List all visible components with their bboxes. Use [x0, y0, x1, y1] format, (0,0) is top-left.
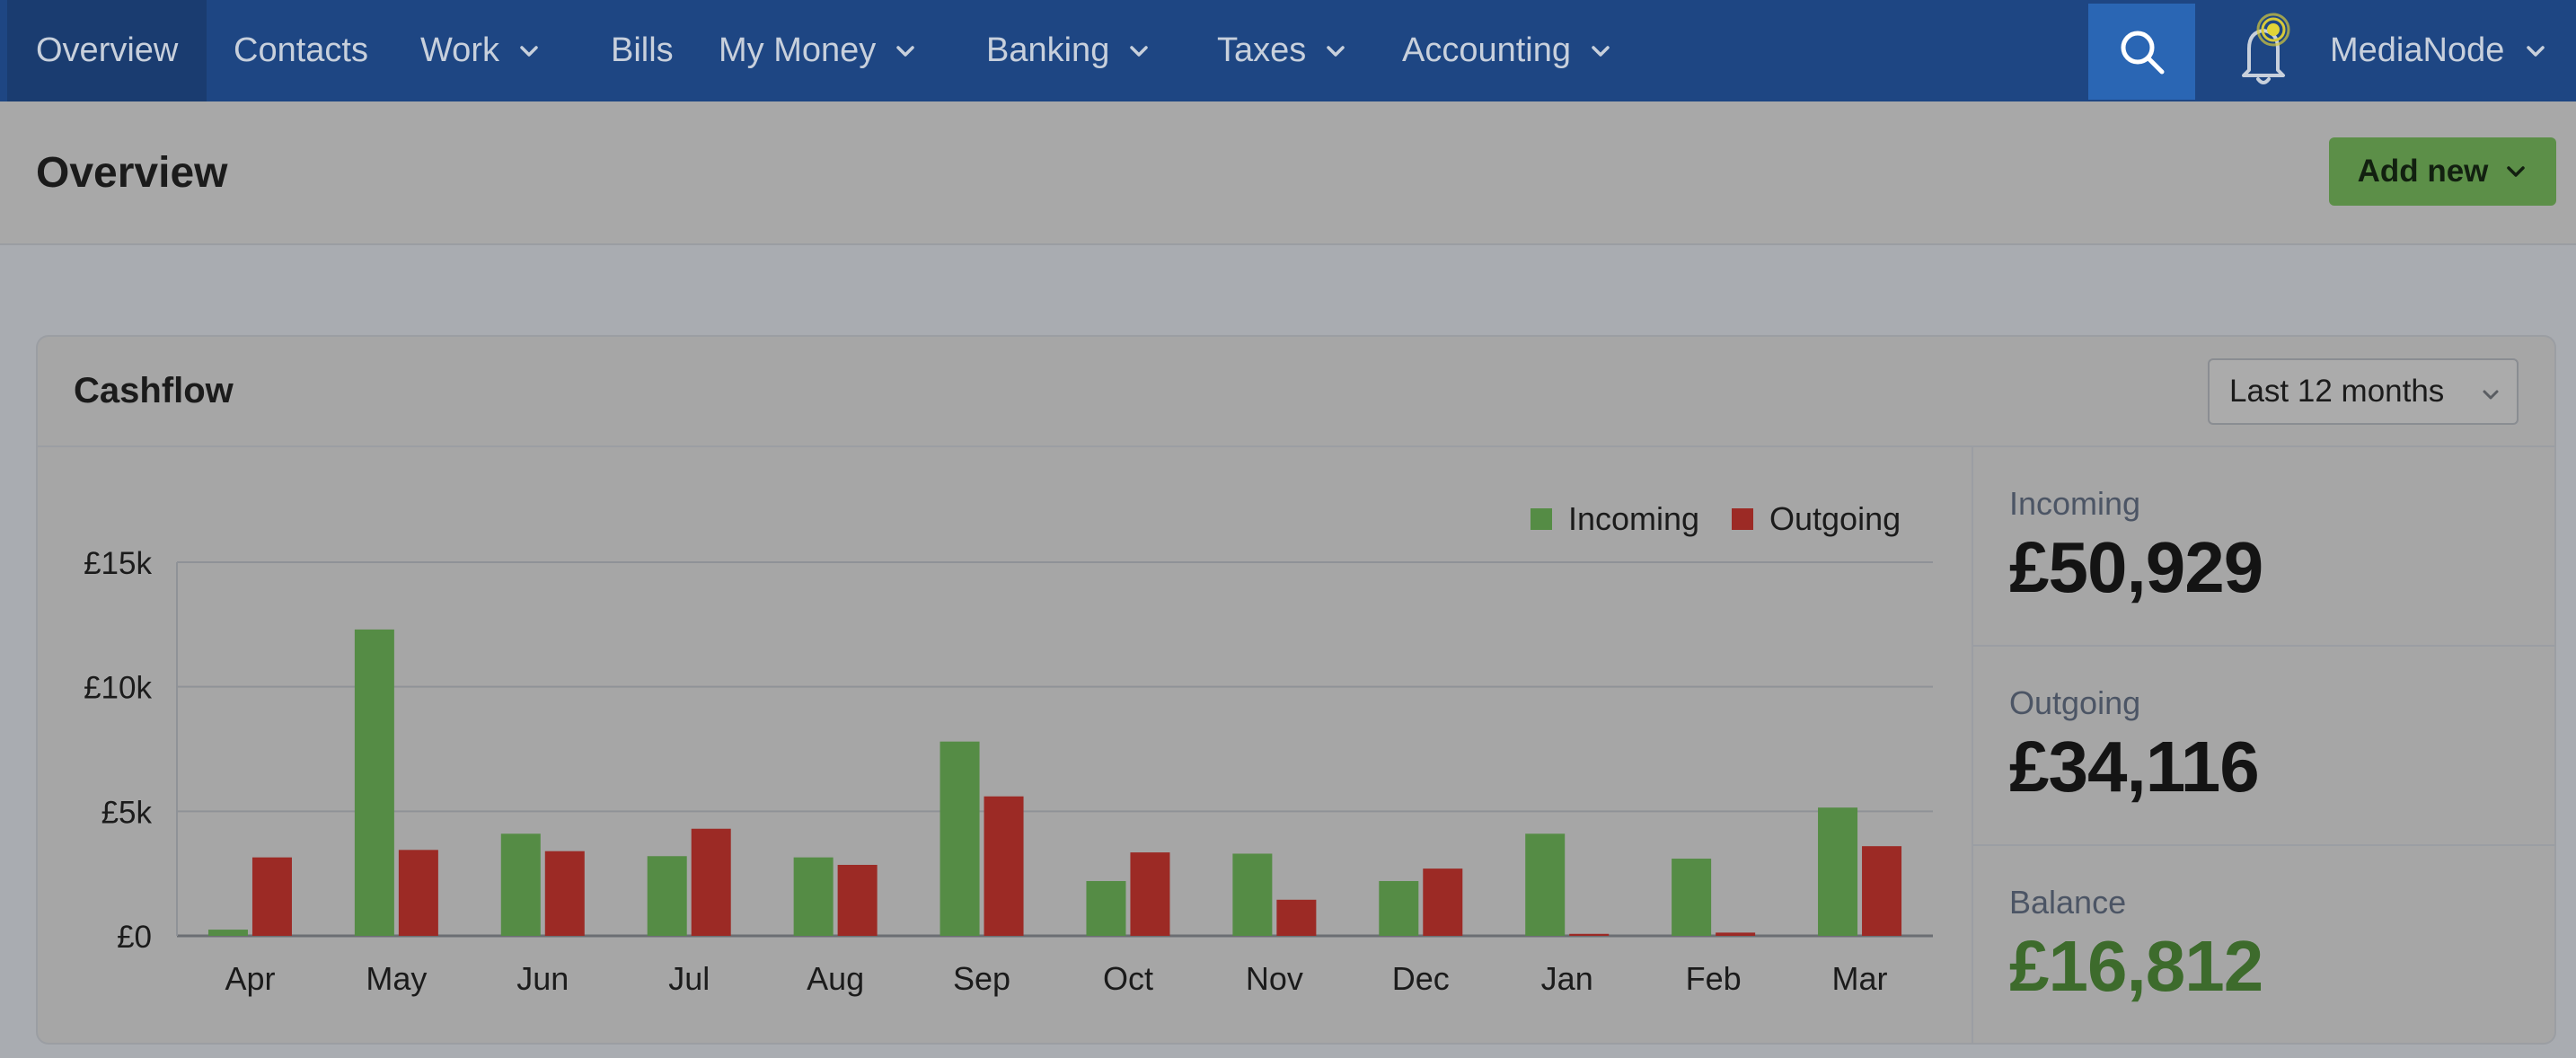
bar-incoming-may [354, 629, 394, 936]
chevron-down-icon [1592, 45, 1610, 57]
stat-value: £50,929 [2009, 527, 2263, 607]
nav-item-label: My Money [719, 31, 877, 69]
cashflow-bar-chart: £0 £5k £10k £15k Apr May Jun Jul Aug Sep Oct Nov Dec… [84, 500, 1933, 997]
chevron-down-icon [2507, 166, 2526, 177]
stat-value: £16,812 [2009, 926, 2263, 1006]
bar-incoming-feb [1672, 859, 1712, 936]
y-tick-label: £5k [101, 795, 153, 830]
legend-incoming-label: Incoming [1568, 500, 1699, 537]
legend-outgoing-label: Outgoing [1769, 500, 1901, 537]
top-navigation: Overview Contacts Work Bills My Money Banking… [0, 0, 2576, 101]
stat-balance: Balance £16,812 [1973, 846, 2554, 1043]
bar-incoming-sep [940, 741, 980, 936]
x-tick-label: Jul [668, 960, 710, 997]
x-tick-label: Apr [225, 960, 275, 997]
bar-outgoing-jan [1569, 933, 1610, 936]
legend-incoming-swatch [1531, 508, 1552, 530]
bar-incoming-oct [1086, 880, 1126, 936]
cashflow-chart: £0 £5k £10k £15k Apr May Jun Jul Aug Sep Oct Nov Dec… [38, 447, 1972, 1043]
nav-item-label: Accounting [1402, 31, 1572, 69]
stat-label: Incoming [2009, 485, 2141, 522]
nav-item-label: Bills [611, 31, 674, 69]
bar-outgoing-oct [1130, 852, 1170, 936]
search-button[interactable] [2088, 4, 2195, 100]
bar-incoming-apr [207, 930, 248, 936]
stat-value: £34,116 [2009, 727, 2260, 807]
nav-item-overview[interactable]: Overview [7, 0, 207, 101]
bar-outgoing-feb [1716, 932, 1756, 936]
cashflow-title: Cashflow [74, 371, 234, 410]
bar-outgoing-jun [544, 851, 585, 936]
chevron-down-icon [2527, 45, 2545, 57]
stat-label: Balance [2009, 884, 2127, 921]
y-tick-label: £10k [84, 671, 152, 706]
bar-incoming-mar [1818, 807, 1858, 936]
user-menu[interactable]: MediaNode [2330, 0, 2547, 101]
nav-item-label: Taxes [1217, 31, 1307, 69]
nav-item-banking[interactable]: Banking [959, 0, 1190, 101]
chevron-down-icon [1130, 45, 1149, 57]
bar-outgoing-jul [691, 828, 731, 936]
x-tick-label: Jun [516, 960, 569, 997]
y-tick-label: £15k [84, 546, 152, 581]
add-new-label: Add new [2357, 154, 2489, 189]
bell-icon [2242, 13, 2290, 84]
bar-incoming-jan [1525, 833, 1566, 936]
x-tick-label: Mar [1832, 960, 1888, 997]
notifications-button[interactable] [2219, 7, 2308, 97]
bar-incoming-jun [500, 833, 541, 936]
stat-incoming: Incoming £50,929 [1973, 447, 2554, 647]
x-tick-label: Aug [807, 960, 864, 997]
user-name: MediaNode [2330, 31, 2505, 69]
bar-outgoing-dec [1423, 868, 1463, 936]
bar-outgoing-nov [1276, 899, 1317, 936]
nav-item-contacts[interactable]: Contacts [207, 0, 393, 101]
cashflow-stats: Incoming £50,929 Outgoing £34,116 Balanc… [1972, 447, 2554, 1043]
x-tick-label: Feb [1686, 960, 1742, 997]
x-tick-label: Dec [1392, 960, 1450, 997]
stat-outgoing: Outgoing £34,116 [1973, 647, 2554, 846]
page-title: Overview [36, 149, 228, 197]
bar-outgoing-aug [837, 864, 878, 936]
date-range-select[interactable]: Last 12 months [2208, 358, 2519, 425]
nav-item-taxes[interactable]: Taxes [1190, 0, 1375, 101]
y-tick-label: £0 [117, 920, 152, 955]
search-icon [2121, 31, 2164, 74]
nav-item-label: Contacts [234, 31, 368, 69]
cashflow-card: Cashflow Last 12 months £0 £5k £10k £15k Apr… [36, 335, 2556, 1045]
legend-outgoing-swatch [1732, 508, 1753, 530]
add-new-button[interactable]: Add new [2329, 137, 2556, 206]
x-tick-label: Sep [953, 960, 1010, 997]
nav-item-label: Banking [986, 31, 1110, 69]
cashflow-card-header: Cashflow Last 12 months [38, 337, 2554, 447]
x-tick-label: May [366, 960, 427, 997]
bar-outgoing-sep [984, 796, 1024, 936]
page-header: Overview Add new [0, 101, 2576, 245]
bar-incoming-jul [647, 856, 687, 936]
bar-incoming-aug [793, 857, 834, 936]
nav-item-label: Work [420, 31, 499, 69]
x-tick-label: Oct [1103, 960, 1153, 997]
chevron-down-icon [1327, 45, 1345, 57]
chevron-down-icon [896, 45, 915, 57]
nav-item-bills[interactable]: Bills [584, 0, 692, 101]
bar-outgoing-mar [1862, 846, 1902, 936]
x-tick-label: Nov [1246, 960, 1303, 997]
chevron-down-icon [2483, 390, 2499, 400]
x-tick-label: Jan [1541, 960, 1593, 997]
chevron-down-icon [520, 45, 538, 57]
stat-label: Outgoing [2009, 684, 2141, 721]
nav-item-my-money[interactable]: My Money [692, 0, 959, 101]
nav-item-label: Overview [36, 31, 179, 69]
date-range-value: Last 12 months [2229, 374, 2445, 409]
bar-outgoing-apr [251, 857, 292, 936]
nav-item-work[interactable]: Work [393, 0, 584, 101]
nav-item-accounting[interactable]: Accounting [1375, 0, 1627, 101]
bar-incoming-dec [1379, 880, 1419, 936]
bar-outgoing-may [398, 850, 438, 936]
bar-incoming-nov [1232, 853, 1273, 936]
